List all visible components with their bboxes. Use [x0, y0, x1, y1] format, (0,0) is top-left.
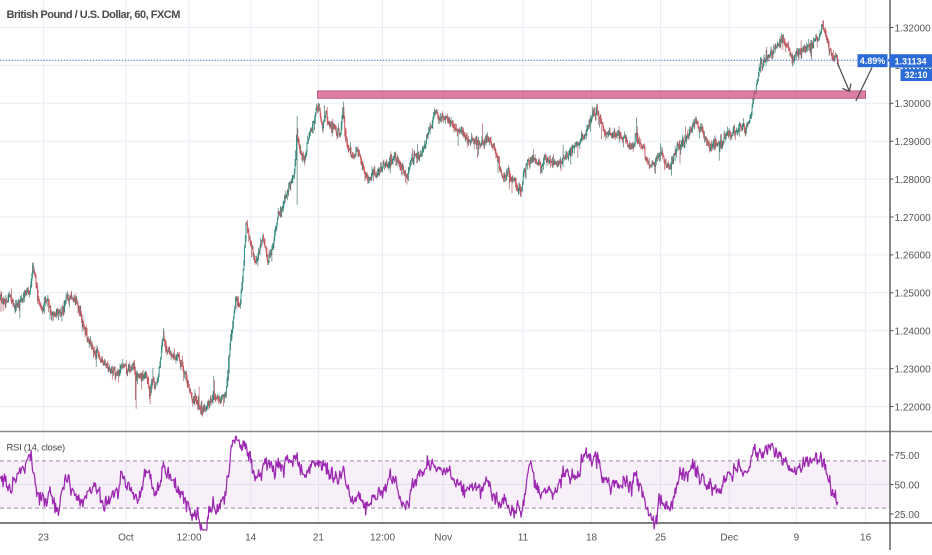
- svg-text:1.23000: 1.23000: [895, 364, 932, 375]
- svg-text:Oct: Oct: [118, 533, 134, 544]
- svg-text:12:00: 12:00: [370, 533, 395, 544]
- svg-text:British Pound / U.S. Dollar, 6: British Pound / U.S. Dollar, 60, FXCM: [7, 9, 181, 21]
- svg-text:12:00: 12:00: [176, 533, 201, 544]
- svg-text:9: 9: [794, 533, 800, 544]
- svg-text:Nov: Nov: [434, 533, 452, 544]
- svg-text:1.26000: 1.26000: [895, 251, 932, 262]
- svg-text:21: 21: [313, 533, 325, 544]
- svg-text:11: 11: [518, 533, 529, 544]
- svg-text:4.89%: 4.89%: [860, 56, 886, 66]
- svg-text:32:10: 32:10: [904, 70, 927, 80]
- svg-text:23: 23: [38, 533, 50, 544]
- svg-text:18: 18: [586, 533, 598, 544]
- svg-text:16: 16: [860, 533, 872, 544]
- svg-text:25.00: 25.00: [895, 510, 920, 521]
- svg-text:1.27000: 1.27000: [895, 213, 932, 224]
- svg-text:1.31134: 1.31134: [894, 56, 926, 66]
- svg-text:1.22000: 1.22000: [895, 402, 932, 413]
- svg-text:14: 14: [245, 533, 257, 544]
- svg-text:1.29000: 1.29000: [895, 137, 932, 148]
- svg-text:1.32000: 1.32000: [895, 23, 932, 34]
- svg-text:25: 25: [655, 533, 667, 544]
- svg-text:RSI (14, close): RSI (14, close): [7, 443, 65, 454]
- svg-text:Dec: Dec: [720, 533, 738, 544]
- svg-text:1.25000: 1.25000: [895, 289, 932, 300]
- svg-text:1.30000: 1.30000: [895, 99, 932, 110]
- svg-text:50.00: 50.00: [895, 480, 920, 491]
- svg-text:75.00: 75.00: [895, 451, 920, 462]
- svg-text:1.24000: 1.24000: [895, 327, 932, 338]
- svg-text:1.28000: 1.28000: [895, 175, 932, 186]
